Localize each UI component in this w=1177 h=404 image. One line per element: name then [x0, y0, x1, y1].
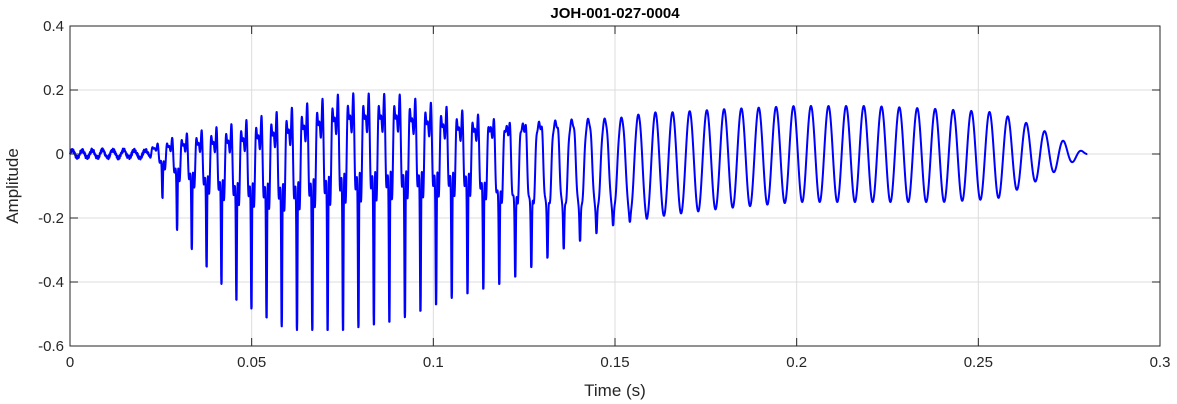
y-tick-label: 0.2 [43, 82, 64, 99]
y-tick-label: 0 [56, 146, 64, 163]
y-tick-label: -0.4 [38, 274, 64, 291]
x-tick-label: 0.1 [423, 354, 444, 371]
x-tick-label: 0.3 [1150, 354, 1171, 371]
waveform-line [69, 92, 1089, 331]
x-tick-label: 0.25 [964, 354, 993, 371]
y-tick-label: -0.2 [38, 210, 64, 227]
x-tick-label: 0.2 [786, 354, 807, 371]
y-tick-label: 0.4 [43, 18, 64, 35]
ticks: 0 0.05 0.1 0.15 0.2 0.25 0.3 -0.6 -0.4 -0.2 0 0.2 0.… [38, 18, 1170, 371]
chart-title: JOH-001-027-0004 [550, 5, 680, 22]
x-tick-label: 0.05 [237, 354, 266, 371]
y-tick-label: -0.6 [38, 338, 64, 355]
x-tick-label: 0.15 [600, 354, 629, 371]
x-axis-label: Time (s) [584, 381, 646, 400]
y-axis-label: Amplitude [3, 148, 22, 224]
x-tick-label: 0 [66, 354, 74, 371]
